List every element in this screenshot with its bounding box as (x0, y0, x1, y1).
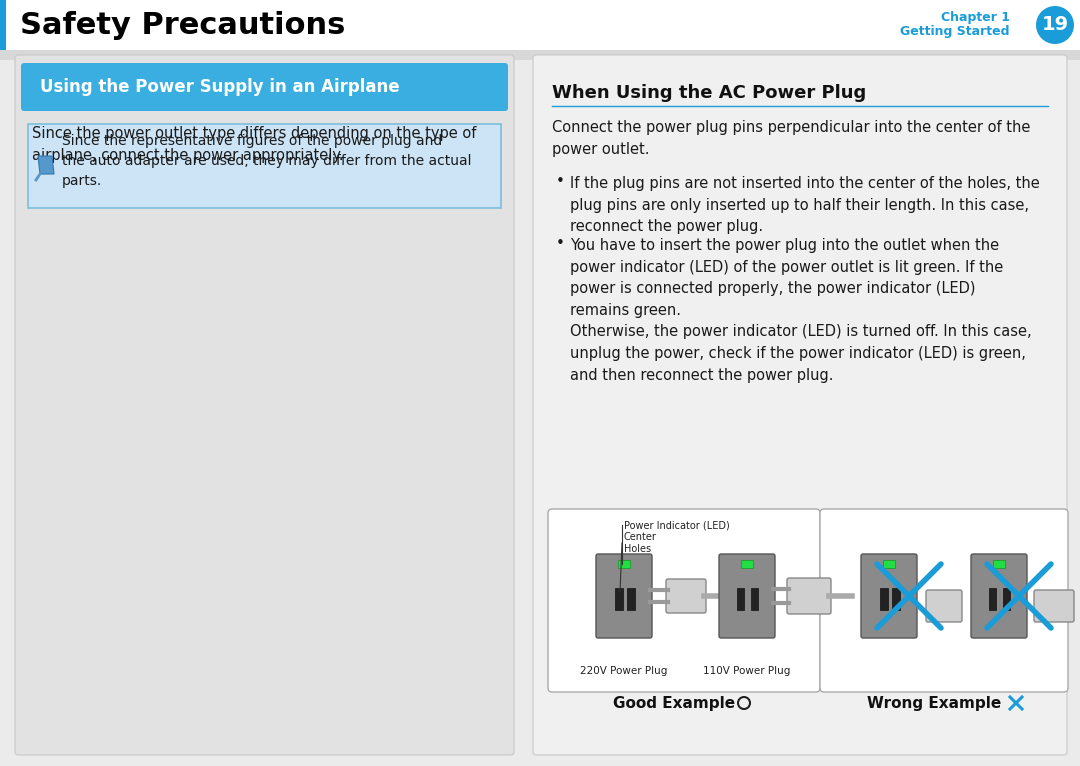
FancyBboxPatch shape (666, 579, 706, 613)
FancyBboxPatch shape (28, 124, 501, 208)
FancyBboxPatch shape (548, 509, 820, 692)
FancyBboxPatch shape (0, 0, 6, 50)
Text: When Using the AC Power Plug: When Using the AC Power Plug (552, 84, 866, 102)
Polygon shape (38, 156, 54, 174)
Text: 19: 19 (1041, 15, 1068, 34)
FancyBboxPatch shape (880, 588, 888, 610)
Text: 110V Power Plug: 110V Power Plug (703, 666, 791, 676)
FancyBboxPatch shape (615, 588, 623, 610)
Text: Connect the power plug pins perpendicular into the center of the
power outlet.: Connect the power plug pins perpendicula… (552, 120, 1030, 156)
Text: Power Indicator (LED): Power Indicator (LED) (624, 520, 730, 530)
FancyBboxPatch shape (737, 588, 744, 610)
FancyBboxPatch shape (0, 48, 1080, 60)
FancyBboxPatch shape (534, 55, 1067, 755)
FancyBboxPatch shape (820, 509, 1068, 692)
FancyBboxPatch shape (1003, 588, 1010, 610)
FancyBboxPatch shape (15, 55, 514, 755)
FancyBboxPatch shape (926, 590, 962, 622)
FancyBboxPatch shape (787, 578, 831, 614)
FancyBboxPatch shape (751, 588, 758, 610)
FancyBboxPatch shape (971, 554, 1027, 638)
Text: Since the power outlet type differs depending on the type of
airplane, connect t: Since the power outlet type differs depe… (32, 126, 476, 163)
FancyBboxPatch shape (1034, 590, 1074, 622)
FancyBboxPatch shape (21, 63, 508, 111)
FancyBboxPatch shape (0, 0, 1080, 50)
Text: Center
Holes: Center Holes (624, 532, 657, 554)
FancyBboxPatch shape (892, 588, 900, 610)
Text: Getting Started: Getting Started (901, 25, 1010, 38)
Text: Chapter 1: Chapter 1 (941, 11, 1010, 25)
FancyBboxPatch shape (627, 588, 635, 610)
FancyBboxPatch shape (618, 560, 630, 568)
Circle shape (1036, 6, 1074, 44)
Text: 220V Power Plug: 220V Power Plug (580, 666, 667, 676)
FancyBboxPatch shape (719, 554, 775, 638)
Text: Safety Precautions: Safety Precautions (21, 11, 346, 40)
Text: If the plug pins are not inserted into the center of the holes, the
plug pins ar: If the plug pins are not inserted into t… (570, 176, 1040, 234)
Text: •: • (556, 236, 565, 251)
Text: Wrong Example: Wrong Example (867, 696, 1001, 711)
Text: •: • (556, 174, 565, 189)
Text: Good Example: Good Example (613, 696, 735, 711)
FancyBboxPatch shape (741, 560, 753, 568)
Text: Using the Power Supply in an Airplane: Using the Power Supply in an Airplane (40, 78, 400, 96)
FancyBboxPatch shape (989, 588, 996, 610)
FancyBboxPatch shape (596, 554, 652, 638)
Text: You have to insert the power plug into the outlet when the
power indicator (LED): You have to insert the power plug into t… (570, 238, 1031, 382)
Text: Since the representative figures of the power plug and
the auto adapter are used: Since the representative figures of the … (62, 134, 472, 188)
FancyBboxPatch shape (883, 560, 895, 568)
FancyBboxPatch shape (993, 560, 1005, 568)
FancyBboxPatch shape (861, 554, 917, 638)
